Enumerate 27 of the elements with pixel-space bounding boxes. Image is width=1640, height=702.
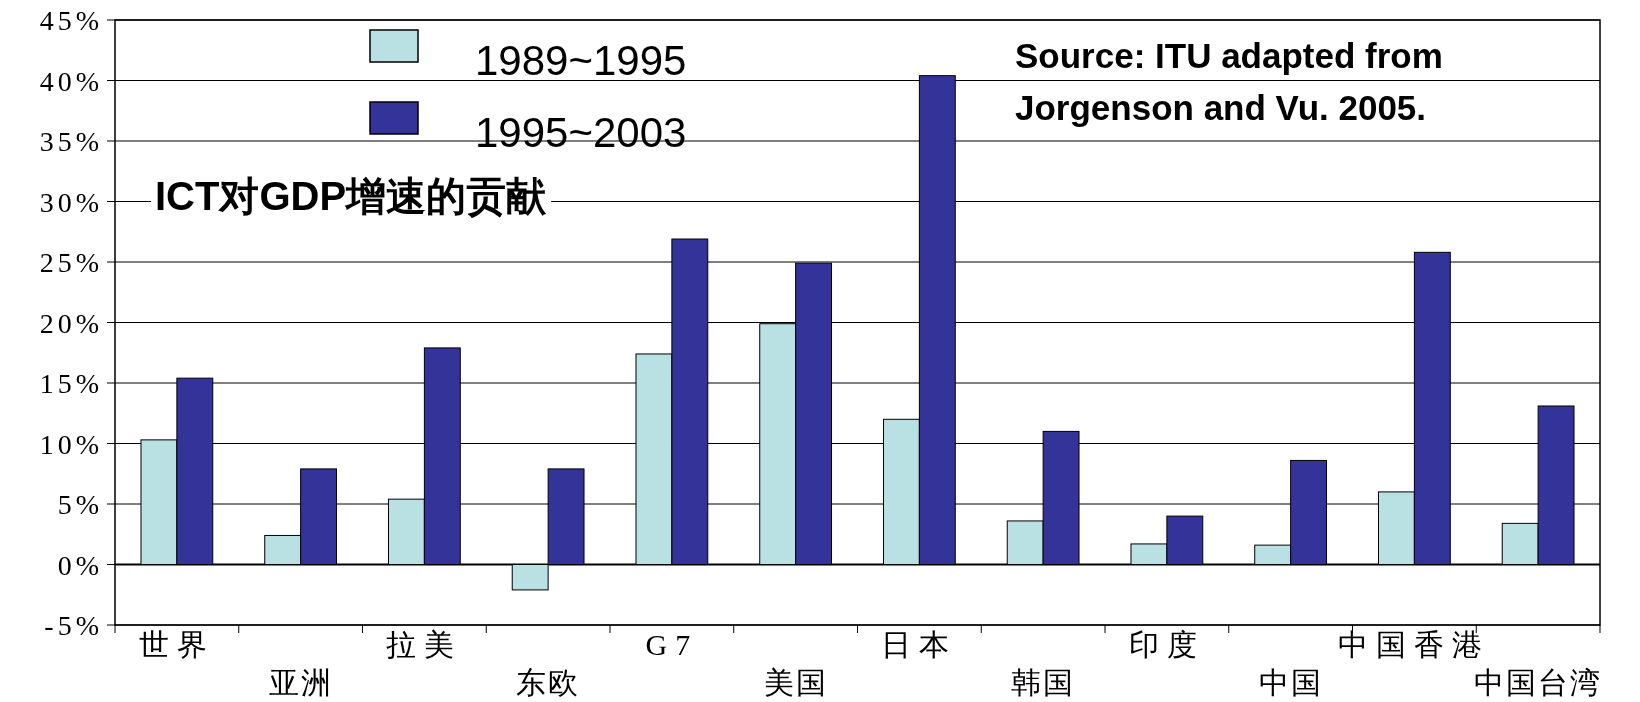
x-tick-label: 美国 [763,666,828,699]
x-tick-label: 东欧 [516,666,581,699]
y-tick-label: 40% [39,65,103,97]
y-tick-label: 20% [39,307,103,339]
x-tick-label: 印度 [1128,628,1205,661]
x-tick-label: 亚洲 [268,666,333,699]
x-tick-label: 韩国 [1011,666,1076,699]
legend-label: 1989~1995 [475,37,687,84]
x-tick-label: 世界 [138,628,215,661]
y-tick-label: 0% [57,549,103,581]
y-tick-label: 30% [39,186,103,218]
y-tick-label: 25% [39,247,103,278]
y-tick-label: -5% [44,610,103,641]
y-tick-label: 10% [39,428,103,460]
text: ICT对GDP增速的贡献 [155,174,548,218]
x-tick-label: 中国台湾 [1474,666,1603,699]
y-tick-label: 35% [39,126,103,157]
x-tick-label: 中国 [1258,666,1323,699]
x-tick-label: 日本 [881,628,958,661]
x-tick-label: G7 [645,628,699,661]
y-tick-label: 45% [39,5,103,36]
x-tick-label: 拉美 [386,628,463,661]
y-tick-label: 15% [39,368,103,399]
legend-label: 1995~2003 [475,109,687,156]
y-tick-label: 5% [57,489,103,520]
annotation: Source: ITU adapted from Jorgenson and Vu. 2005. [1015,36,1443,127]
x-tick-label: 中国香港 [1338,628,1491,661]
